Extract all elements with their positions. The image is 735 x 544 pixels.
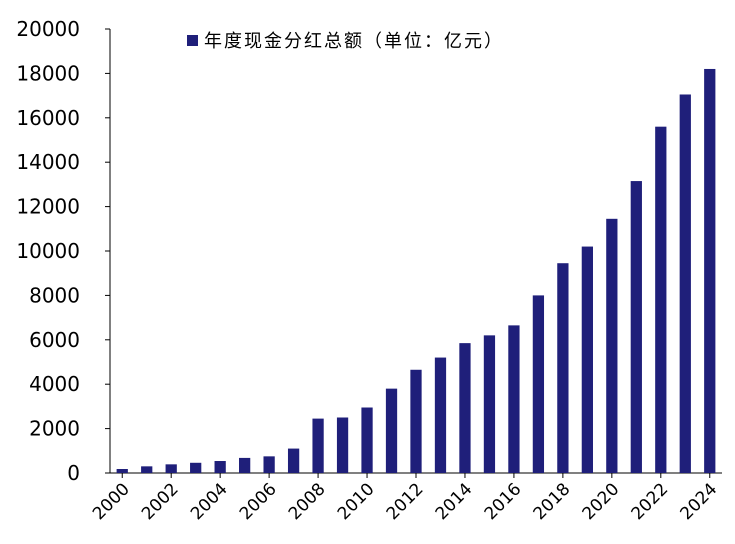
y-tick-label: 18000 [16,61,80,85]
y-tick-label: 8000 [29,283,80,307]
bar-2022 [655,126,667,474]
x-tick-label: 2014 [432,479,477,524]
bar-2013 [434,357,447,473]
x-tick-label: 2024 [677,479,722,524]
x-tick-label: 2022 [628,479,673,524]
bar-2012 [410,369,422,473]
bars [116,68,716,474]
x-tick-label: 2006 [236,479,281,524]
y-tick-label: 10000 [16,239,80,263]
legend-swatch [187,35,198,46]
legend-label: 年度现金分红总额（单位：亿元） [204,31,504,52]
bar-2002 [165,464,177,473]
bar-2008 [312,418,324,473]
y-tick-label: 4000 [29,372,80,396]
bar-2023 [679,94,691,474]
x-tick-label: 2018 [530,479,575,524]
y-tick-label: 20000 [16,17,80,41]
x-tick-label: 2016 [481,479,526,524]
bar-2018 [557,263,569,473]
y-tick-label: 6000 [29,328,80,352]
bar-2011 [385,388,398,473]
bar-2005 [239,457,251,473]
x-tick-label: 2004 [187,479,232,524]
x-tick-label: 2010 [334,479,379,524]
y-tick-label: 14000 [16,150,80,174]
bar-2004 [214,461,226,473]
y-tick-label: 12000 [16,195,80,219]
bar-2010 [361,407,373,473]
y-tick-label: 0 [67,461,80,485]
bar-2009 [336,417,349,473]
bar-2003 [190,462,202,473]
bar-2014 [459,343,471,473]
x-tick-label: 2020 [579,479,624,524]
x-axis-ticks: 2000 2002 2004 2006 2008 2010 2012 2014 2016 2018… [89,473,721,524]
bar-2000 [116,469,128,473]
y-tick-label: 16000 [16,106,80,130]
bar-2017 [532,295,545,473]
x-tick-label: 2000 [89,479,134,524]
x-tick-label: 2012 [383,479,428,524]
bar-2001 [141,466,153,473]
bar-2006 [263,456,275,473]
legend: 年度现金分红总额（单位：亿元） [187,31,504,52]
y-tick-label: 2000 [29,417,80,441]
bar-2015 [483,335,496,473]
y-axis-ticks: 0 2000 4000 6000 8000 10000 12000 14000 16000 180… [16,17,110,485]
bar-2020 [606,218,618,473]
bar-2019 [581,246,593,473]
x-tick-label: 2008 [285,479,330,524]
bar-2016 [508,325,520,473]
bar-2021 [630,181,642,473]
x-tick-label: 2002 [138,479,183,524]
bar-2007 [287,448,300,473]
bar-2024 [704,68,716,474]
